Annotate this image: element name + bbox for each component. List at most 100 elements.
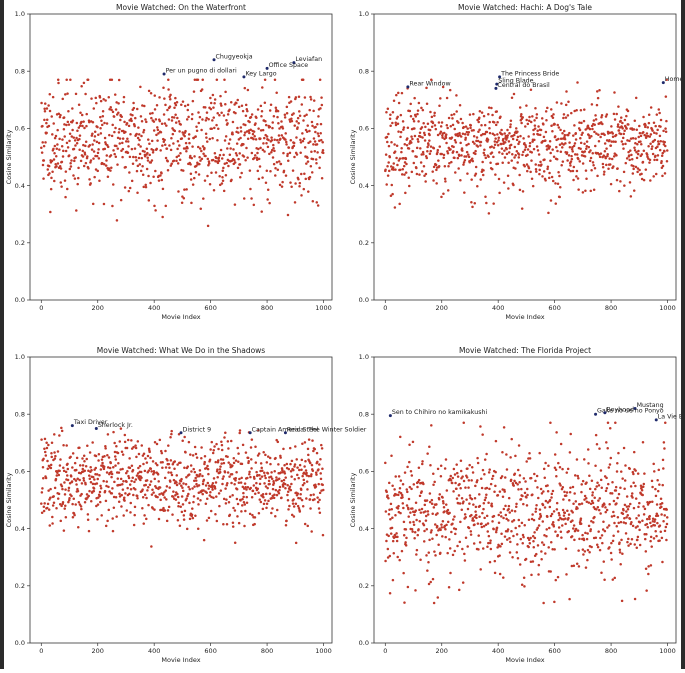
data-point — [419, 558, 422, 562]
data-point — [423, 174, 426, 177]
data-point — [286, 493, 289, 497]
data-point — [102, 479, 105, 483]
data-point — [138, 152, 142, 156]
data-point — [452, 145, 455, 149]
data-point — [496, 494, 500, 497]
data-point — [522, 535, 525, 539]
data-point — [658, 524, 662, 527]
data-point — [65, 141, 69, 145]
data-point — [516, 468, 520, 472]
data-point — [665, 159, 669, 163]
data-point — [272, 481, 276, 485]
data-point — [94, 168, 98, 171]
data-point — [92, 157, 95, 160]
data-point — [571, 485, 575, 489]
data-point — [60, 485, 64, 488]
data-point — [169, 471, 173, 474]
data-point — [651, 485, 654, 489]
data-point — [219, 94, 222, 98]
data-point — [468, 463, 471, 467]
data-point — [241, 109, 245, 113]
data-point — [459, 469, 463, 473]
data-point — [166, 108, 169, 112]
data-point — [472, 112, 475, 116]
data-point — [558, 174, 561, 178]
data-point — [387, 144, 391, 148]
data-point — [605, 487, 609, 490]
data-point — [629, 195, 633, 198]
data-point — [450, 136, 454, 139]
data-point — [191, 145, 194, 148]
data-point — [252, 137, 255, 141]
data-point — [312, 137, 316, 140]
data-point — [240, 104, 244, 107]
data-point — [568, 490, 572, 494]
data-point — [208, 137, 212, 141]
data-point — [198, 115, 202, 119]
data-point — [484, 523, 488, 527]
data-point — [403, 601, 406, 604]
data-point — [425, 102, 429, 105]
data-point — [555, 501, 559, 505]
data-point — [310, 473, 313, 476]
data-point — [318, 463, 321, 466]
data-point — [500, 475, 504, 478]
data-point — [556, 182, 560, 185]
data-point — [531, 493, 534, 496]
annotation-label: The Princess Bride — [500, 70, 559, 77]
data-point — [557, 171, 560, 174]
data-point — [112, 506, 116, 510]
data-point — [204, 154, 207, 158]
data-point — [268, 492, 272, 495]
data-point — [521, 494, 524, 498]
data-point — [562, 498, 565, 501]
highlight-point — [388, 414, 392, 418]
data-point — [314, 485, 318, 488]
data-point — [76, 129, 79, 133]
data-point — [513, 145, 517, 149]
data-point — [500, 128, 503, 132]
data-point — [233, 203, 237, 206]
data-point — [263, 471, 266, 475]
data-point — [227, 461, 230, 464]
data-point — [217, 459, 220, 462]
data-point — [295, 153, 299, 156]
data-point — [613, 576, 616, 580]
data-point — [457, 588, 461, 592]
data-point — [248, 473, 251, 476]
data-point — [658, 134, 662, 138]
data-point — [399, 511, 402, 515]
data-point — [296, 492, 300, 495]
data-point — [663, 140, 666, 144]
data-point — [546, 515, 549, 518]
data-point — [142, 185, 145, 189]
data-point — [66, 92, 69, 95]
data-point — [524, 557, 528, 561]
data-point — [540, 541, 544, 544]
data-point — [123, 499, 126, 502]
data-point — [515, 150, 519, 153]
data-point — [637, 514, 640, 517]
data-point — [544, 461, 547, 465]
data-point — [396, 507, 400, 510]
data-point — [640, 172, 643, 176]
x-tick-label: 600 — [548, 647, 560, 655]
data-point — [387, 169, 391, 173]
data-point — [231, 521, 235, 524]
data-point — [264, 485, 268, 488]
data-point — [477, 130, 480, 134]
data-point — [254, 138, 258, 141]
data-point — [530, 151, 534, 154]
data-point — [71, 502, 74, 506]
data-point — [648, 158, 652, 162]
data-point — [385, 490, 388, 494]
data-point — [180, 510, 184, 514]
data-point — [170, 429, 173, 433]
data-point — [116, 136, 120, 140]
data-point — [467, 130, 471, 134]
data-point — [239, 136, 242, 140]
data-point — [585, 147, 588, 151]
data-point — [134, 444, 137, 447]
data-point — [199, 498, 202, 502]
data-point — [287, 146, 291, 149]
